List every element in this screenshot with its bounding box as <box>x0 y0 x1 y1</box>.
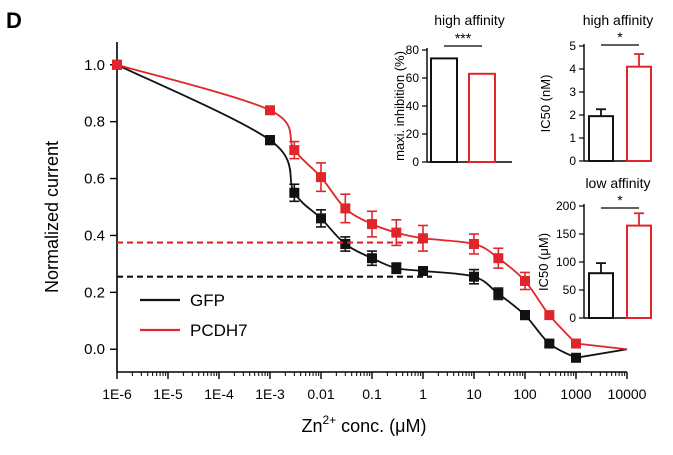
significance-stars: * <box>617 192 623 208</box>
data-point <box>340 203 351 214</box>
data-point <box>493 253 504 264</box>
data-point <box>571 338 581 349</box>
data-point <box>418 266 428 277</box>
x-tick-label: 1 <box>419 386 427 402</box>
inset-y-tick-label: 20 <box>406 127 420 141</box>
significance-stars: * <box>617 29 623 45</box>
legend-label: GFP <box>190 291 225 310</box>
inset-y-tick-label: 50 <box>563 283 577 297</box>
data-point <box>316 172 326 183</box>
x-tick-label: 1E-5 <box>153 386 183 402</box>
x-tick-label: 100 <box>513 386 537 402</box>
x-tick-label: 10 <box>466 386 482 402</box>
data-point <box>544 338 555 349</box>
inset-max-inhibition-chart: 0 20 40 60 80 high affinity maxi. inhibition (… <box>392 12 512 169</box>
data-point <box>265 135 275 146</box>
panel-label: D <box>6 8 22 33</box>
data-point <box>469 238 479 249</box>
data-point <box>544 310 555 321</box>
data-point <box>391 227 402 238</box>
data-point <box>289 145 300 156</box>
y-tick-label: 1.0 <box>84 57 105 74</box>
inset-title: high affinity <box>583 12 654 28</box>
inset-y-tick-label: 2 <box>569 108 576 122</box>
y-tick-label: 0.0 <box>84 341 105 358</box>
inset-ic50-low-affinity-chart: 0 50 100 150 200 low affinity IC50 (μM) * <box>536 175 652 325</box>
main-dose-response-chart: 0.0 0.2 0.4 0.6 0.8 1.0 1E-6 1E-5 1E-4 1E-3 0.01 0.… <box>42 42 647 436</box>
bar-gfp <box>430 57 458 163</box>
x-tick-label: 0.1 <box>362 386 382 402</box>
data-point <box>340 238 351 249</box>
inset-y-tick-label: 4 <box>569 62 576 76</box>
inset-y-tick-label: 100 <box>556 255 576 269</box>
inset-y-tick-label: 3 <box>569 85 576 99</box>
y-tick-label: 0.6 <box>84 171 105 188</box>
y-tick-label: 0.2 <box>84 284 105 301</box>
x-tick-label: 1E-3 <box>255 386 285 402</box>
legend-label: PCDH7 <box>190 321 248 340</box>
data-point <box>391 263 402 274</box>
inset-y-tick-label: 60 <box>406 71 420 85</box>
inset-y-tick-label: 5 <box>569 39 576 53</box>
x-tick-label: 10000 <box>608 386 647 402</box>
inset-title: high affinity <box>434 12 505 28</box>
inset-y-axis-label: IC50 (nM) <box>538 75 553 133</box>
x-axis-label: Zn2+ conc. (μM) <box>301 413 426 436</box>
bar-pcdh7 <box>626 65 652 162</box>
significance-stars: *** <box>455 30 472 46</box>
y-axis-label: Normalized current <box>42 141 62 293</box>
data-point <box>493 288 504 299</box>
data-point <box>367 253 377 264</box>
data-point <box>520 310 530 321</box>
inset-y-tick-label: 200 <box>556 199 576 213</box>
data-point <box>112 59 122 70</box>
data-point <box>316 213 326 224</box>
data-point <box>469 271 479 282</box>
inset-y-tick-label: 0 <box>412 155 419 169</box>
y-tick-label: 0.4 <box>84 227 105 244</box>
bar-pcdh7 <box>626 224 652 320</box>
bar-gfp <box>588 115 614 162</box>
bar-pcdh7 <box>468 72 496 163</box>
inset-title: low affinity <box>585 175 650 191</box>
inset-y-tick-label: 0 <box>569 154 576 168</box>
data-point <box>418 233 428 244</box>
y-tick-label: 0.8 <box>84 114 105 131</box>
inset-y-axis-label: IC50 (μM) <box>536 233 551 291</box>
inset-y-tick-label: 80 <box>406 43 420 57</box>
x-tick-label: 0.01 <box>307 386 334 402</box>
data-point <box>265 105 275 116</box>
inset-ic50-high-affinity-chart: 0 1 2 3 4 5 high affinity IC50 (nM) * <box>538 12 653 168</box>
inset-y-tick-label: 0 <box>569 311 576 325</box>
x-tick-label: 1E-4 <box>204 386 234 402</box>
inset-y-tick-label: 1 <box>569 131 576 145</box>
inset-y-tick-label: 40 <box>406 99 420 113</box>
series-pcdh7 <box>112 59 628 351</box>
data-point <box>571 352 581 363</box>
data-point <box>520 275 530 286</box>
data-point <box>367 219 377 230</box>
x-tick-label: 1E-6 <box>102 386 132 402</box>
series-gfp <box>112 59 628 363</box>
data-point <box>289 187 300 198</box>
bar-gfp <box>588 272 614 320</box>
inset-y-axis-label: maxi. inhibition (%) <box>392 51 407 161</box>
x-tick-label: 1000 <box>560 386 591 402</box>
inset-y-tick-label: 150 <box>556 227 576 241</box>
